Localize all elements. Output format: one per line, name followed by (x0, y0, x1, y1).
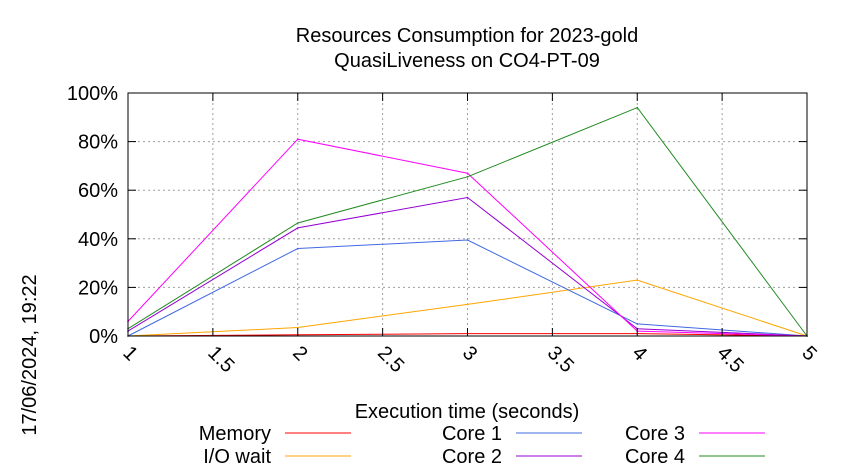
x-tick-label: 2 (288, 342, 311, 365)
legend-label-core-2: Core 2 (442, 446, 502, 468)
x-tick-label: 1.5 (203, 342, 238, 377)
data-point-core-4 (466, 176, 469, 178)
legend-label-core-3: Core 3 (625, 423, 685, 445)
timestamp-label: 17/06/2024, 19:22 (19, 274, 41, 435)
data-point-i-o-wait (296, 326, 299, 329)
x-axis-label: Execution time (seconds) (355, 401, 580, 423)
data-point-core-1 (296, 247, 299, 250)
x-tick-label: 2.5 (373, 342, 408, 377)
x-tick-label: 4.5 (713, 342, 748, 377)
data-point-core-1 (636, 323, 639, 325)
x-tick-label: 1 (118, 342, 141, 365)
data-point-core-3 (296, 138, 299, 140)
x-tick-label: 5 (797, 342, 820, 365)
grid (128, 93, 807, 336)
chart-title-line-1: Resources Consumption for 2023-gold (296, 25, 638, 47)
data-point-core-2 (296, 227, 299, 229)
y-tick-label: 40% (78, 229, 118, 251)
legend-label-i-o-wait: I/O wait (203, 446, 271, 468)
legend-label-core-1: Core 1 (442, 423, 502, 445)
data-point-core-3 (466, 172, 469, 174)
y-tick-label: 60% (78, 180, 118, 202)
x-tick-label: 3 (458, 342, 481, 365)
x-tick-label: 3.5 (543, 342, 578, 377)
data-point-core-4 (296, 222, 299, 224)
legend-label-core-4: Core 4 (625, 446, 685, 468)
data-point-core-1 (466, 239, 469, 241)
data-point-i-o-wait (466, 303, 469, 306)
data-point-i-o-wait (636, 279, 639, 281)
y-tick-label: 20% (78, 277, 118, 299)
y-tick-label: 80% (78, 132, 118, 154)
y-tick-label: 0% (89, 326, 118, 348)
data-point-core-4 (636, 106, 639, 109)
chart-title-line-2: QuasiLiveness on CO4-PT-09 (334, 50, 600, 72)
data-point-core-2 (466, 196, 469, 199)
x-tick-label: 4 (628, 342, 651, 365)
y-tick-label: 100% (67, 83, 118, 105)
legend-label-memory: Memory (199, 423, 271, 445)
